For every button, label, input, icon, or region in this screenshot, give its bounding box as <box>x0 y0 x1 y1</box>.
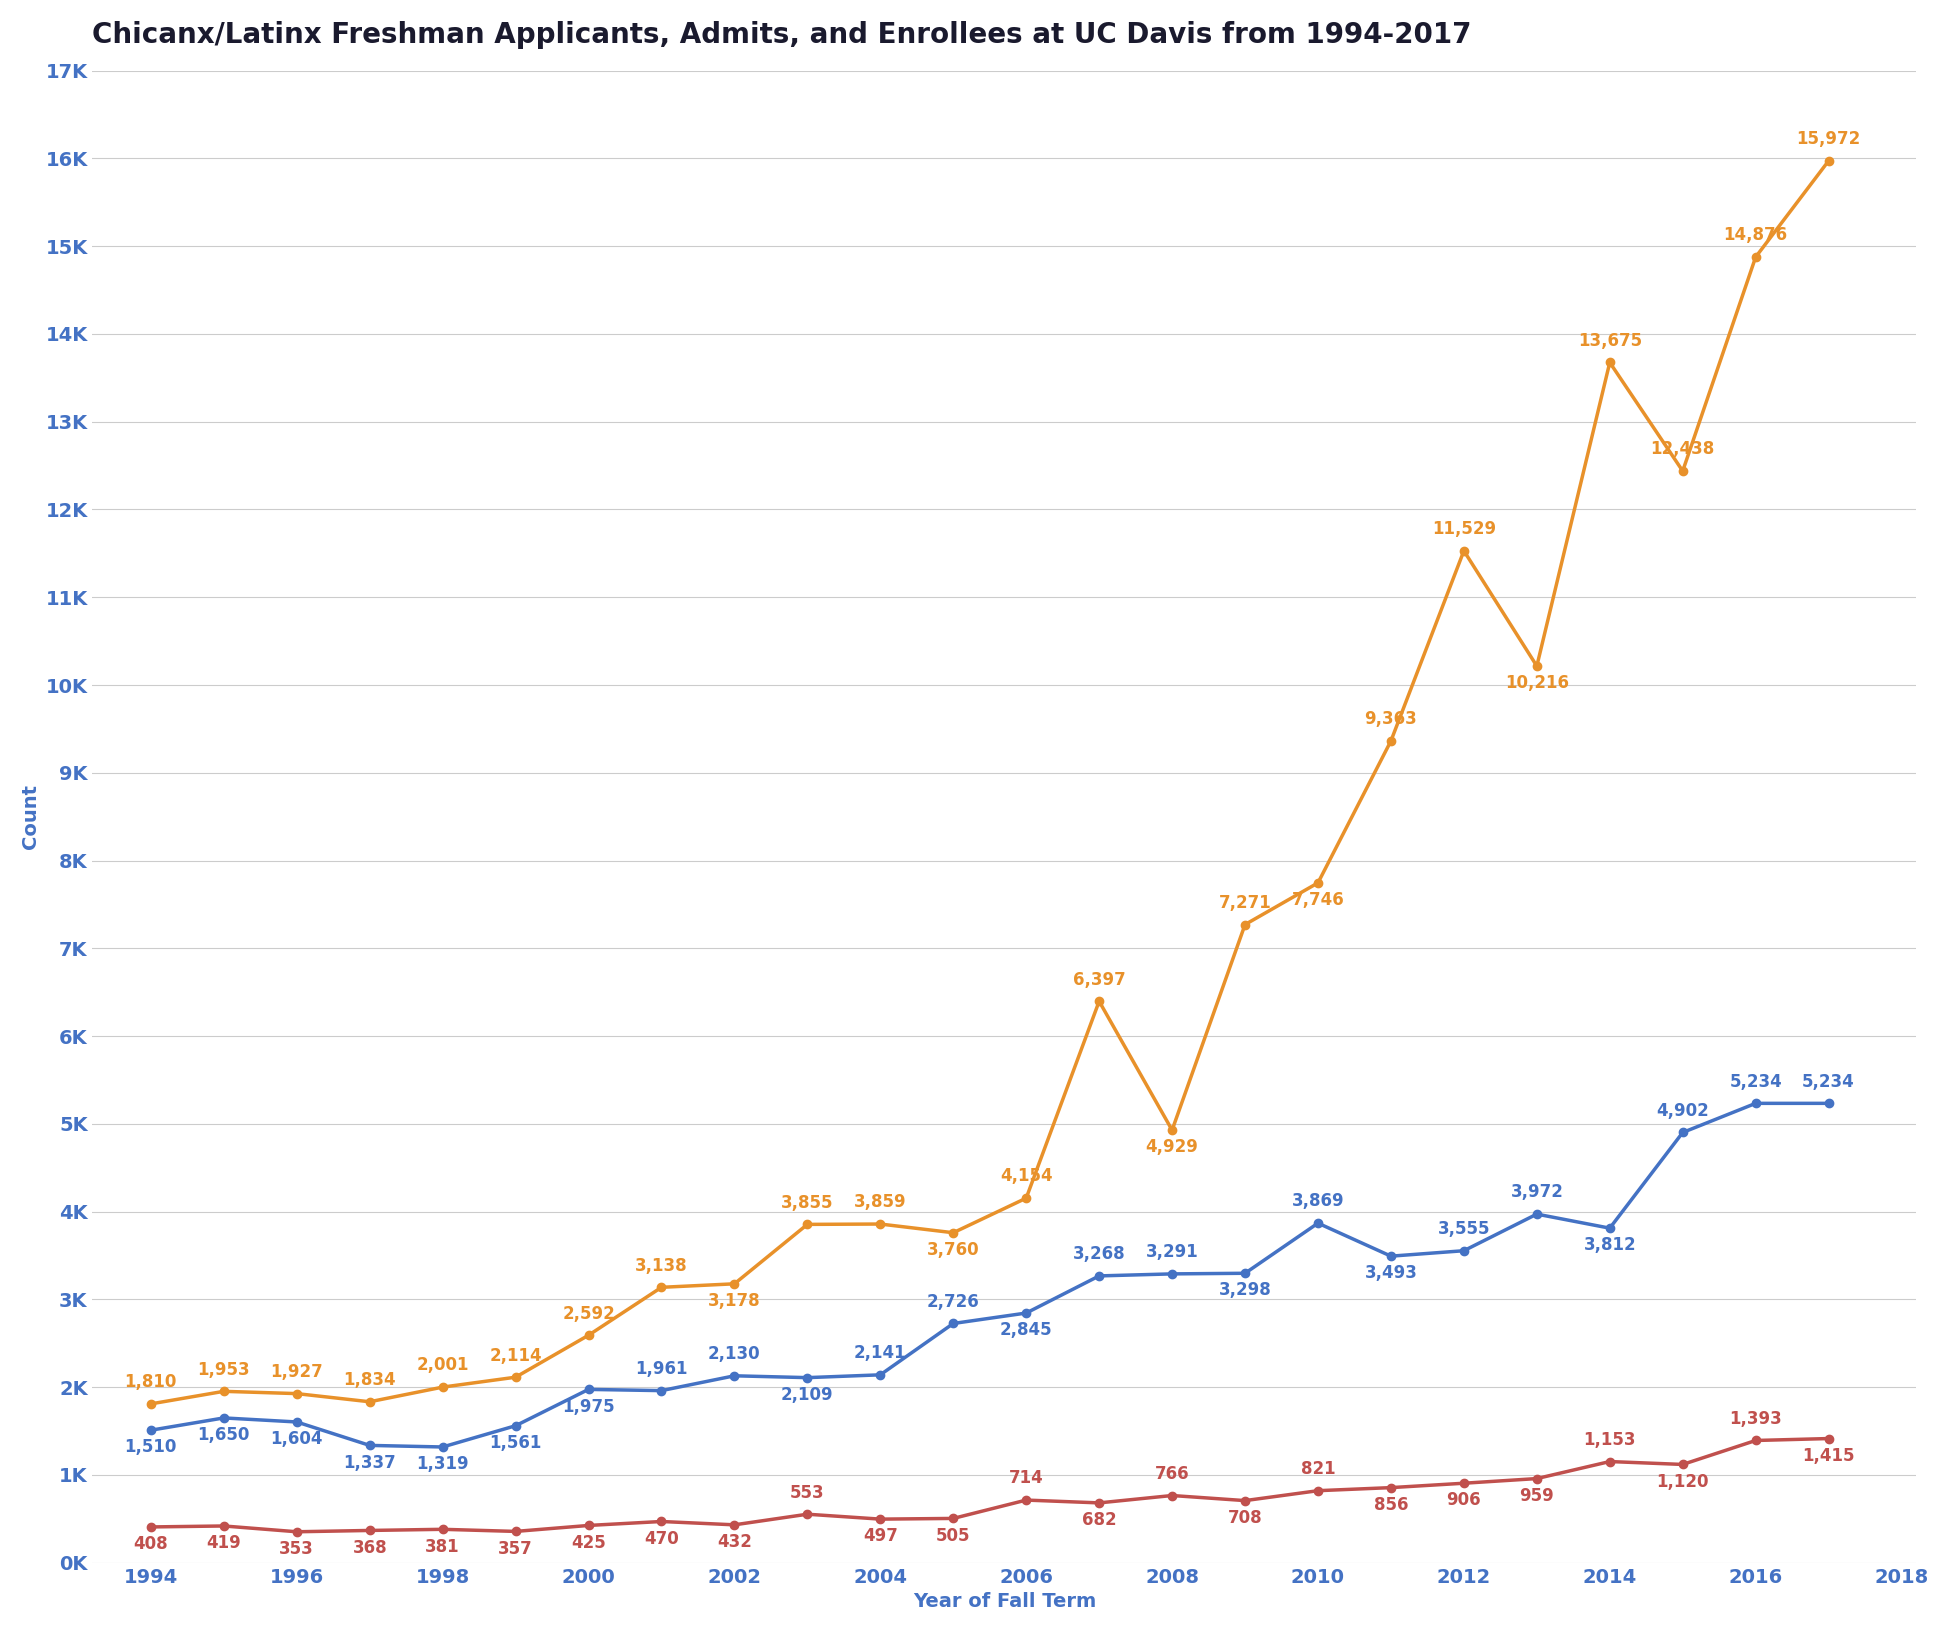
Text: 682: 682 <box>1081 1511 1117 1529</box>
Text: 1,319: 1,319 <box>416 1456 468 1474</box>
Text: 408: 408 <box>133 1536 168 1554</box>
Text: 856: 856 <box>1374 1497 1407 1514</box>
Text: 3,855: 3,855 <box>781 1193 834 1211</box>
Text: 7,746: 7,746 <box>1292 891 1345 909</box>
Text: Chicanx/Latinx Freshman Applicants, Admits, and Enrollees at UC Davis from 1994-: Chicanx/Latinx Freshman Applicants, Admi… <box>92 21 1472 49</box>
Text: 553: 553 <box>791 1483 824 1501</box>
Text: 2,130: 2,130 <box>709 1345 761 1363</box>
Text: 3,859: 3,859 <box>855 1193 906 1211</box>
Text: 1,561: 1,561 <box>490 1435 543 1452</box>
Text: 1,834: 1,834 <box>344 1371 396 1389</box>
Text: 3,812: 3,812 <box>1583 1237 1636 1255</box>
Text: 368: 368 <box>353 1539 386 1557</box>
Text: 4,154: 4,154 <box>999 1167 1052 1185</box>
Text: 1,975: 1,975 <box>562 1397 615 1415</box>
Text: 13,675: 13,675 <box>1577 331 1642 349</box>
Text: 357: 357 <box>498 1539 533 1557</box>
Text: 505: 505 <box>937 1526 970 1544</box>
Text: 1,927: 1,927 <box>271 1363 324 1381</box>
Text: 1,604: 1,604 <box>271 1430 322 1448</box>
Text: 3,291: 3,291 <box>1146 1244 1199 1262</box>
Text: 6,397: 6,397 <box>1074 971 1126 989</box>
Text: 1,953: 1,953 <box>197 1361 250 1379</box>
Text: 2,726: 2,726 <box>927 1293 980 1310</box>
Text: 2,109: 2,109 <box>781 1386 834 1404</box>
Text: 2,141: 2,141 <box>855 1345 906 1363</box>
Y-axis label: Count: Count <box>21 785 39 849</box>
Text: 1,337: 1,337 <box>344 1454 396 1472</box>
Text: 1,810: 1,810 <box>125 1373 178 1390</box>
Text: 959: 959 <box>1519 1487 1554 1505</box>
Text: 2,001: 2,001 <box>416 1356 468 1374</box>
Text: 14,876: 14,876 <box>1724 227 1788 245</box>
Text: 353: 353 <box>279 1541 314 1559</box>
Text: 12,438: 12,438 <box>1651 441 1716 459</box>
Text: 4,902: 4,902 <box>1657 1102 1710 1120</box>
Text: 714: 714 <box>1009 1469 1044 1487</box>
Text: 419: 419 <box>207 1534 242 1552</box>
Text: 1,415: 1,415 <box>1802 1448 1854 1466</box>
Text: 10,216: 10,216 <box>1505 674 1569 692</box>
Text: 9,363: 9,363 <box>1364 710 1417 728</box>
Text: 1,961: 1,961 <box>634 1359 687 1377</box>
Text: 3,178: 3,178 <box>709 1293 761 1310</box>
Text: 425: 425 <box>572 1534 605 1552</box>
Text: 3,298: 3,298 <box>1218 1281 1271 1299</box>
Text: 766: 766 <box>1156 1466 1189 1483</box>
Text: 497: 497 <box>863 1528 898 1546</box>
Text: 15,972: 15,972 <box>1796 131 1860 149</box>
Text: 470: 470 <box>644 1529 679 1547</box>
Text: 3,869: 3,869 <box>1292 1193 1345 1211</box>
Text: 4,929: 4,929 <box>1146 1139 1199 1157</box>
Text: 821: 821 <box>1300 1461 1335 1479</box>
X-axis label: Year of Fall Term: Year of Fall Term <box>914 1593 1095 1611</box>
Text: 381: 381 <box>426 1537 461 1555</box>
Text: 5,234: 5,234 <box>1729 1072 1782 1090</box>
Text: 3,555: 3,555 <box>1437 1221 1489 1239</box>
Text: 3,760: 3,760 <box>927 1240 980 1258</box>
Text: 1,153: 1,153 <box>1583 1431 1636 1449</box>
Text: 2,845: 2,845 <box>999 1322 1052 1340</box>
Text: 906: 906 <box>1446 1492 1482 1510</box>
Text: 1,650: 1,650 <box>197 1426 250 1444</box>
Text: 432: 432 <box>716 1532 752 1550</box>
Text: 1,393: 1,393 <box>1729 1410 1782 1428</box>
Text: 3,972: 3,972 <box>1511 1183 1564 1201</box>
Text: 3,138: 3,138 <box>634 1257 687 1275</box>
Text: 1,120: 1,120 <box>1657 1472 1708 1490</box>
Text: 2,114: 2,114 <box>490 1346 543 1364</box>
Text: 11,529: 11,529 <box>1433 521 1495 539</box>
Text: 1,510: 1,510 <box>125 1438 178 1456</box>
Text: 708: 708 <box>1228 1510 1263 1528</box>
Text: 3,268: 3,268 <box>1074 1245 1126 1263</box>
Text: 7,271: 7,271 <box>1218 894 1271 912</box>
Text: 3,493: 3,493 <box>1364 1265 1417 1283</box>
Text: 2,592: 2,592 <box>562 1304 615 1322</box>
Text: 5,234: 5,234 <box>1802 1072 1854 1090</box>
